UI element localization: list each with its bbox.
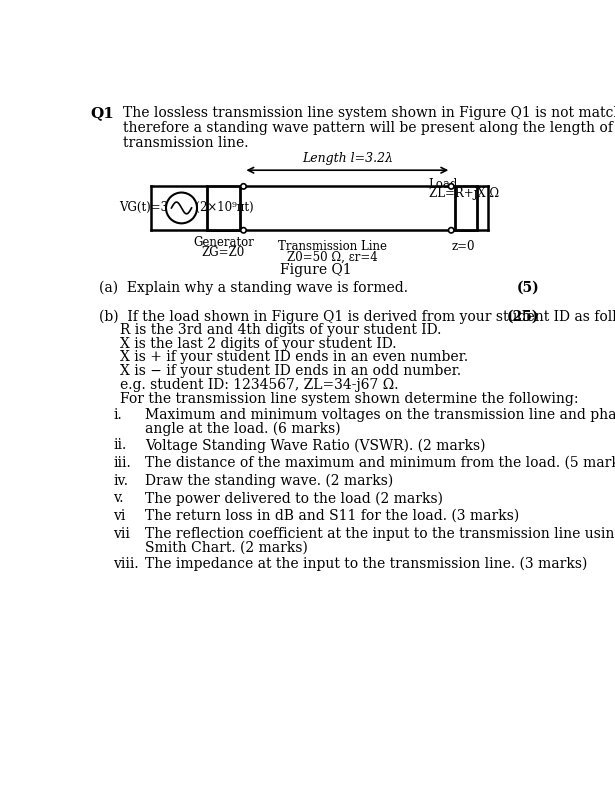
Text: Generator: Generator bbox=[193, 236, 254, 248]
Text: Maximum and minimum voltages on the transmission line and phase: Maximum and minimum voltages on the tran… bbox=[145, 408, 615, 422]
Bar bbox=[207, 186, 240, 230]
Text: vii: vii bbox=[113, 527, 130, 540]
Text: X is − if your student ID ends in an odd number.: X is − if your student ID ends in an odd… bbox=[119, 365, 461, 378]
Text: X is the last 2 digits of your student ID.: X is the last 2 digits of your student I… bbox=[119, 337, 396, 350]
Circle shape bbox=[241, 184, 246, 189]
Text: (5): (5) bbox=[517, 280, 539, 295]
Text: transmission line.: transmission line. bbox=[124, 135, 249, 150]
Text: therefore a standing wave pattern will be present along the length of the: therefore a standing wave pattern will b… bbox=[124, 121, 615, 135]
Text: ZL=R+jX Ω: ZL=R+jX Ω bbox=[429, 187, 499, 200]
Text: Q1: Q1 bbox=[91, 107, 115, 120]
Text: vi: vi bbox=[113, 509, 125, 523]
Circle shape bbox=[448, 228, 454, 233]
Text: The distance of the maximum and minimum from the load. (5 marks): The distance of the maximum and minimum … bbox=[145, 456, 615, 470]
Text: iii.: iii. bbox=[113, 456, 131, 470]
Text: The reflection coefficient at the input to the transmission line using a: The reflection coefficient at the input … bbox=[145, 527, 615, 540]
Bar bbox=[455, 186, 477, 230]
Circle shape bbox=[241, 228, 246, 233]
Text: Smith Chart. (2 marks): Smith Chart. (2 marks) bbox=[145, 540, 308, 555]
Circle shape bbox=[448, 184, 454, 189]
Text: Load: Load bbox=[429, 178, 458, 191]
Text: The impedance at the input to the transmission line. (3 marks): The impedance at the input to the transm… bbox=[145, 556, 587, 572]
Text: Voltage Standing Wave Ratio (VSWR). (2 marks): Voltage Standing Wave Ratio (VSWR). (2 m… bbox=[145, 438, 486, 453]
Text: (b)  If the load shown in Figure Q1 is derived from your student ID as follows:: (b) If the load shown in Figure Q1 is de… bbox=[98, 310, 615, 324]
Text: iv.: iv. bbox=[113, 474, 129, 488]
Text: (a)  Explain why a standing wave is formed.: (a) Explain why a standing wave is forme… bbox=[98, 280, 408, 295]
Text: Length l=3.2λ: Length l=3.2λ bbox=[302, 152, 393, 165]
Circle shape bbox=[166, 193, 197, 224]
Text: For the transmission line system shown determine the following:: For the transmission line system shown d… bbox=[119, 392, 578, 406]
Text: The lossless transmission line system shown in Figure Q1 is not matched and: The lossless transmission line system sh… bbox=[124, 107, 615, 120]
Text: Figure Q1: Figure Q1 bbox=[280, 263, 351, 277]
Text: viii.: viii. bbox=[113, 556, 139, 571]
Text: e.g. student ID: 1234567, ZL=34-j67 Ω.: e.g. student ID: 1234567, ZL=34-j67 Ω. bbox=[119, 378, 398, 392]
Text: Transmission Line: Transmission Line bbox=[278, 240, 387, 253]
Text: R is the 3rd and 4th digits of your student ID.: R is the 3rd and 4th digits of your stud… bbox=[119, 322, 441, 337]
Text: The power delivered to the load (2 marks): The power delivered to the load (2 marks… bbox=[145, 491, 443, 505]
Text: i.: i. bbox=[113, 408, 122, 422]
Text: X is + if your student ID ends in an even number.: X is + if your student ID ends in an eve… bbox=[119, 350, 467, 365]
Text: ii.: ii. bbox=[113, 438, 127, 452]
Text: The return loss in dB and S11 for the load. (3 marks): The return loss in dB and S11 for the lo… bbox=[145, 509, 519, 523]
Text: Draw the standing wave. (2 marks): Draw the standing wave. (2 marks) bbox=[145, 474, 394, 488]
Text: Z0=50 Ω, εr=4: Z0=50 Ω, εr=4 bbox=[287, 250, 378, 263]
Text: angle at the load. (6 marks): angle at the load. (6 marks) bbox=[145, 422, 341, 436]
Text: z=0: z=0 bbox=[451, 240, 475, 253]
Text: (25): (25) bbox=[507, 310, 539, 324]
Text: v.: v. bbox=[113, 491, 124, 505]
Text: VG(t)=35cos(2×10⁹πt): VG(t)=35cos(2×10⁹πt) bbox=[119, 201, 254, 214]
Text: ZG=Z0: ZG=Z0 bbox=[202, 246, 245, 259]
